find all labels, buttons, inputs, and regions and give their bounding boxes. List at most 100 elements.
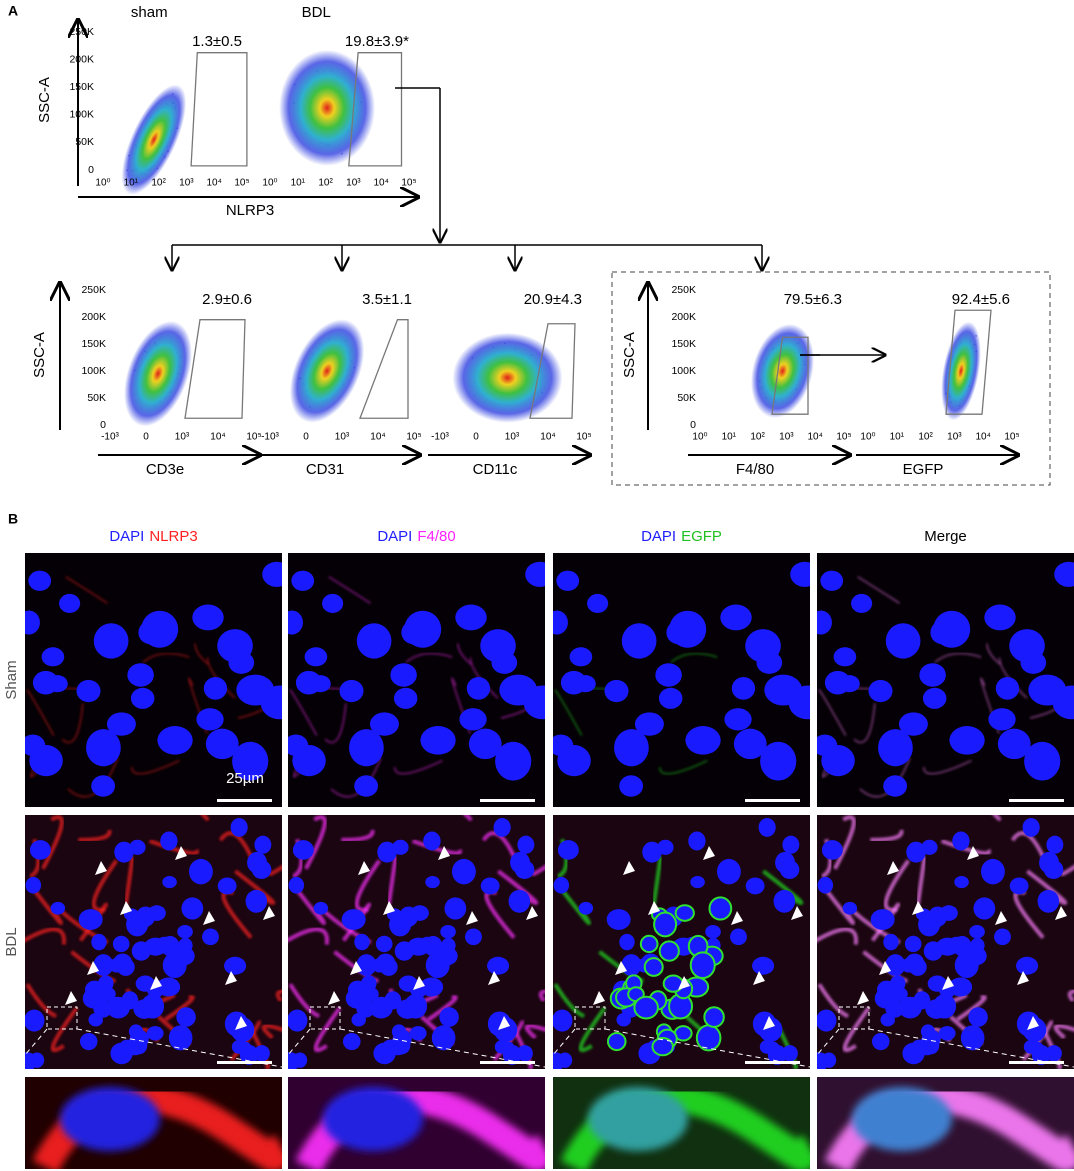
nucleus	[553, 610, 568, 635]
nucleus	[575, 675, 596, 693]
arrowhead	[203, 911, 215, 925]
cell-stain	[328, 576, 371, 604]
cell-stain	[193, 643, 209, 665]
cell-stain	[405, 652, 453, 663]
panel-label: B	[8, 511, 18, 527]
nucleus	[614, 729, 649, 767]
micrograph	[288, 553, 545, 807]
x-tick-label: 10³	[175, 432, 190, 443]
density	[124, 321, 192, 427]
nucleus	[247, 851, 268, 874]
nucleus	[1037, 889, 1060, 913]
y-axis-label: SSC-A	[621, 332, 638, 378]
arrowhead	[1055, 906, 1067, 920]
gate-value: 2.9±0.6	[202, 291, 252, 308]
nucleus	[91, 933, 107, 951]
nucleus	[689, 951, 716, 980]
cell-stain	[234, 869, 276, 905]
zoom-image	[553, 1077, 810, 1169]
nucleus	[135, 975, 155, 992]
cell-stain	[659, 759, 708, 775]
nucleus	[25, 610, 40, 635]
nucleus	[493, 1017, 518, 1042]
nucleus	[653, 911, 678, 938]
arrowhead	[967, 846, 979, 860]
density	[750, 323, 815, 419]
zoom-line	[868, 1028, 1074, 1068]
cell-stain	[883, 859, 911, 912]
scale-bar	[480, 1061, 535, 1064]
cell-stain	[394, 759, 443, 775]
nucleus	[196, 708, 224, 731]
column-header: DAPI EGFP	[641, 528, 722, 545]
nucleus	[995, 677, 1020, 700]
cell-stain	[985, 643, 1001, 665]
x-tick-label: 10¹	[722, 432, 737, 443]
nucleus	[25, 734, 46, 757]
y-tick-label: 200K	[81, 311, 106, 323]
nucleus	[817, 1009, 837, 1032]
nucleus	[868, 679, 893, 703]
x-tick-label: 10⁴	[373, 178, 388, 189]
nucleus	[499, 674, 538, 706]
zoom-image	[25, 1077, 282, 1169]
x-tick-label: 10⁵	[406, 432, 421, 443]
cell-stain	[31, 888, 63, 926]
nucleus	[236, 1041, 252, 1055]
y-tick-label: 250K	[671, 284, 696, 296]
cell-stain	[469, 657, 499, 699]
scale-bar	[217, 799, 272, 802]
nucleus	[745, 877, 765, 895]
cell-stain	[289, 689, 318, 736]
nucleus	[393, 687, 418, 709]
flow-plot: 20.9±4.3	[452, 291, 582, 423]
nucleus	[493, 817, 511, 837]
nucleus	[1024, 741, 1061, 781]
cell-stain	[578, 1006, 607, 1052]
nucleus	[720, 604, 752, 631]
cell-stain	[41, 815, 64, 870]
nucleus	[685, 725, 721, 755]
cell-stain	[1026, 869, 1068, 905]
nucleus	[59, 593, 81, 613]
arrowhead	[175, 846, 187, 860]
row-label: BDL	[3, 927, 20, 956]
zoom-line	[288, 1028, 311, 1056]
x-tick-label: 10³	[335, 432, 350, 443]
zoom-content	[824, 1084, 1074, 1169]
nucleus	[553, 734, 574, 757]
zoom-content	[295, 1084, 545, 1169]
nucleus	[495, 741, 532, 781]
nucleus	[176, 1007, 196, 1027]
y-tick-label: 250K	[81, 284, 106, 296]
cell-stain	[426, 995, 458, 1022]
cell-stain	[992, 815, 1002, 821]
image-content	[553, 817, 810, 1069]
y-tick-label: 50K	[677, 392, 696, 404]
gate	[945, 309, 992, 415]
nucleus	[423, 935, 443, 957]
cell-stain	[288, 927, 329, 945]
image-content	[288, 561, 545, 798]
nucleus	[356, 623, 392, 659]
x-tick-label: 10⁰	[860, 432, 875, 443]
cell-stain	[65, 576, 108, 604]
nucleus	[404, 994, 428, 1019]
image-content	[553, 561, 810, 797]
nucleus	[1046, 835, 1064, 854]
arrowhead	[150, 976, 162, 990]
nucleus	[852, 1087, 952, 1151]
nucleus	[821, 840, 843, 860]
scale-bar	[745, 1061, 800, 1064]
cell-stain	[50, 1006, 79, 1052]
nucleus	[127, 663, 154, 687]
nucleus	[587, 593, 609, 613]
arrowhead	[648, 901, 660, 915]
cell-stain	[206, 657, 236, 699]
nucleus	[695, 1024, 722, 1052]
nucleus	[569, 647, 593, 667]
nucleus	[459, 708, 487, 731]
nucleus	[147, 905, 166, 921]
nucleus	[114, 841, 134, 863]
